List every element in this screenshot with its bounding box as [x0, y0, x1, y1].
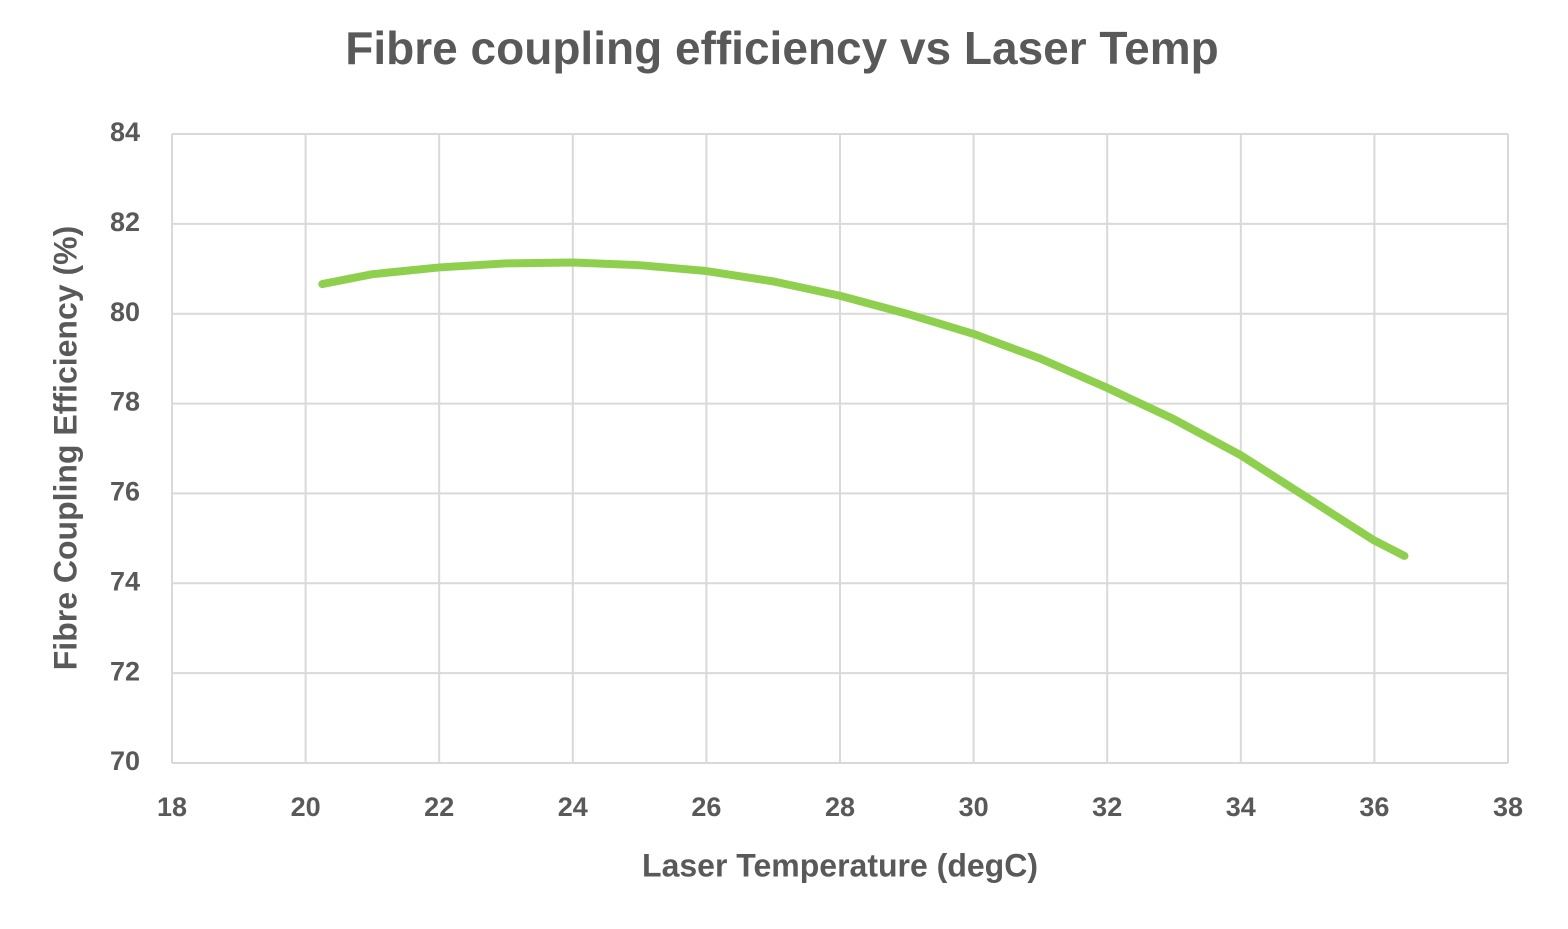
y-axis-title: Fibre Coupling Efficiency (%)	[47, 226, 83, 670]
x-tick-label: 34	[1226, 792, 1256, 822]
data-line	[318, 258, 1409, 560]
x-tick-label: 22	[424, 792, 454, 822]
y-tick-label: 74	[110, 566, 140, 596]
x-tick-label: 26	[691, 792, 721, 822]
y-tick-label: 82	[110, 207, 140, 237]
x-tick-label: 30	[959, 792, 989, 822]
x-tick-label: 24	[558, 792, 588, 822]
y-tick-label: 78	[110, 387, 140, 417]
x-axis-title: Laser Temperature (degC)	[642, 847, 1038, 883]
y-tick-label: 80	[110, 297, 140, 327]
x-tick-label: 32	[1092, 792, 1122, 822]
y-tick-label: 70	[110, 746, 140, 776]
y-tick-label: 84	[110, 117, 140, 147]
x-tick-label: 18	[157, 792, 187, 822]
x-tick-label: 28	[825, 792, 855, 822]
x-tick-label: 36	[1359, 792, 1389, 822]
y-tick-label: 76	[110, 477, 140, 507]
x-tick-label: 38	[1493, 792, 1523, 822]
x-tick-label: 20	[291, 792, 321, 822]
y-tick-label: 72	[110, 656, 140, 686]
chart-title: Fibre coupling efficiency vs Laser Temp	[345, 22, 1218, 74]
